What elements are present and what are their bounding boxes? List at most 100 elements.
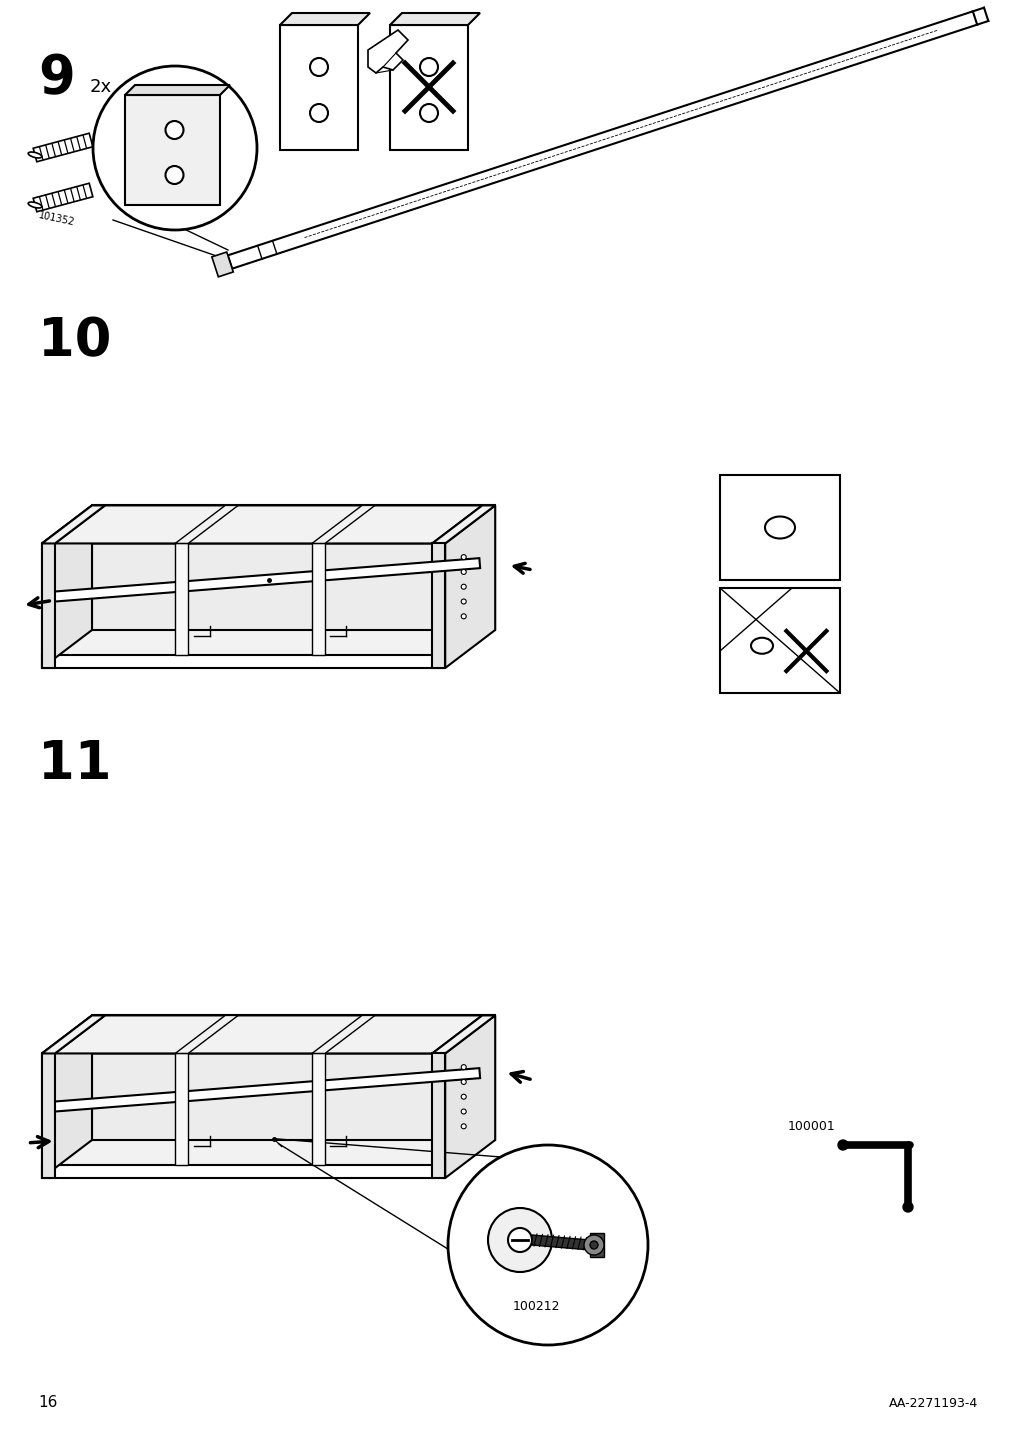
Polygon shape bbox=[432, 543, 445, 667]
Text: 9: 9 bbox=[38, 52, 75, 105]
Circle shape bbox=[179, 1138, 184, 1143]
Polygon shape bbox=[589, 1233, 604, 1257]
Circle shape bbox=[179, 627, 184, 633]
Circle shape bbox=[583, 1234, 604, 1254]
Polygon shape bbox=[432, 1015, 494, 1054]
Circle shape bbox=[315, 583, 320, 589]
Polygon shape bbox=[175, 1015, 238, 1054]
Circle shape bbox=[179, 599, 184, 603]
Polygon shape bbox=[311, 505, 375, 543]
Circle shape bbox=[461, 599, 466, 604]
Polygon shape bbox=[55, 505, 482, 543]
Polygon shape bbox=[389, 13, 479, 24]
Circle shape bbox=[508, 1229, 532, 1252]
Circle shape bbox=[487, 1209, 551, 1272]
Polygon shape bbox=[227, 11, 977, 269]
Text: 100001: 100001 bbox=[788, 1120, 835, 1133]
Circle shape bbox=[420, 105, 438, 122]
Polygon shape bbox=[125, 95, 219, 205]
Ellipse shape bbox=[764, 517, 795, 538]
Polygon shape bbox=[432, 1054, 445, 1179]
Polygon shape bbox=[33, 133, 93, 162]
Circle shape bbox=[461, 1080, 466, 1084]
Text: 101352: 101352 bbox=[38, 211, 76, 228]
Polygon shape bbox=[280, 13, 370, 24]
Circle shape bbox=[461, 1124, 466, 1128]
Text: 10: 10 bbox=[38, 315, 111, 367]
Ellipse shape bbox=[28, 202, 41, 208]
Circle shape bbox=[315, 1078, 320, 1084]
Polygon shape bbox=[175, 1054, 188, 1166]
Circle shape bbox=[589, 1242, 598, 1249]
Circle shape bbox=[179, 583, 184, 589]
Circle shape bbox=[179, 1108, 184, 1113]
Bar bbox=[719, 475, 839, 580]
Polygon shape bbox=[42, 505, 105, 543]
Polygon shape bbox=[445, 505, 494, 667]
Circle shape bbox=[461, 1094, 466, 1100]
Circle shape bbox=[179, 1078, 184, 1084]
Polygon shape bbox=[125, 84, 229, 95]
Polygon shape bbox=[55, 1015, 482, 1054]
Polygon shape bbox=[42, 1127, 494, 1166]
Circle shape bbox=[315, 1123, 320, 1128]
Polygon shape bbox=[311, 543, 325, 654]
Circle shape bbox=[461, 554, 466, 560]
Polygon shape bbox=[211, 252, 234, 276]
Polygon shape bbox=[42, 654, 445, 667]
Circle shape bbox=[179, 1094, 184, 1098]
Ellipse shape bbox=[750, 637, 772, 654]
Circle shape bbox=[448, 1146, 647, 1345]
Polygon shape bbox=[368, 30, 407, 73]
Circle shape bbox=[315, 1108, 320, 1113]
Circle shape bbox=[902, 1201, 912, 1211]
Circle shape bbox=[166, 120, 183, 139]
Bar bbox=[719, 589, 839, 693]
Text: AA-2271193-4: AA-2271193-4 bbox=[888, 1398, 977, 1411]
Text: 100212: 100212 bbox=[513, 1300, 560, 1313]
Polygon shape bbox=[44, 558, 479, 603]
Circle shape bbox=[315, 1094, 320, 1098]
Circle shape bbox=[420, 59, 438, 76]
Circle shape bbox=[315, 599, 320, 603]
Circle shape bbox=[179, 1123, 184, 1128]
Polygon shape bbox=[311, 1054, 325, 1166]
Polygon shape bbox=[33, 183, 93, 212]
Polygon shape bbox=[42, 505, 494, 543]
Polygon shape bbox=[44, 1068, 479, 1113]
Polygon shape bbox=[445, 1015, 494, 1179]
Circle shape bbox=[461, 614, 466, 619]
Circle shape bbox=[179, 613, 184, 619]
Text: 11: 11 bbox=[38, 737, 111, 790]
Circle shape bbox=[461, 1064, 466, 1070]
Bar bbox=[389, 24, 467, 150]
Ellipse shape bbox=[28, 152, 41, 158]
Polygon shape bbox=[175, 543, 188, 654]
Polygon shape bbox=[311, 1015, 375, 1054]
Polygon shape bbox=[92, 1015, 494, 1140]
Polygon shape bbox=[532, 1234, 589, 1250]
Polygon shape bbox=[42, 617, 494, 654]
Polygon shape bbox=[42, 543, 55, 667]
Circle shape bbox=[309, 105, 328, 122]
Polygon shape bbox=[42, 1015, 494, 1054]
Polygon shape bbox=[42, 1015, 105, 1054]
Circle shape bbox=[461, 570, 466, 574]
Polygon shape bbox=[42, 1166, 445, 1179]
Circle shape bbox=[315, 613, 320, 619]
Polygon shape bbox=[42, 1054, 55, 1179]
Polygon shape bbox=[42, 505, 92, 667]
Polygon shape bbox=[432, 505, 494, 543]
Circle shape bbox=[315, 569, 320, 574]
Polygon shape bbox=[175, 505, 238, 543]
Text: 2x: 2x bbox=[90, 77, 112, 96]
Circle shape bbox=[309, 59, 328, 76]
Circle shape bbox=[461, 584, 466, 589]
Circle shape bbox=[315, 1138, 320, 1143]
Circle shape bbox=[166, 166, 183, 183]
Polygon shape bbox=[42, 1015, 92, 1179]
Circle shape bbox=[837, 1140, 847, 1150]
Circle shape bbox=[179, 569, 184, 574]
Circle shape bbox=[461, 1108, 466, 1114]
Circle shape bbox=[315, 627, 320, 633]
